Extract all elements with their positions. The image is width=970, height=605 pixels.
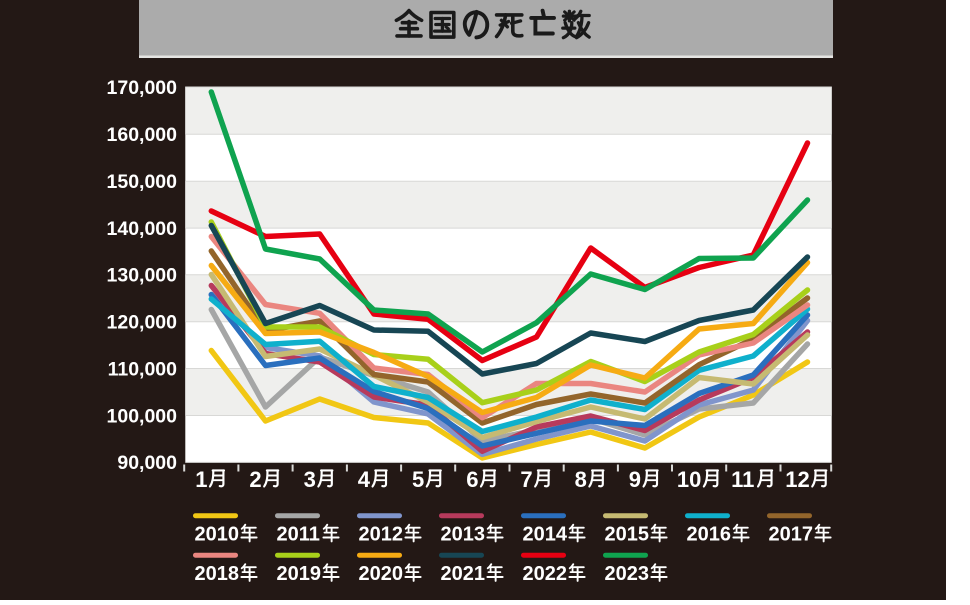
svg-text:1: 1 xyxy=(195,467,207,492)
svg-text:2016: 2016 xyxy=(687,524,732,546)
svg-text:170,000: 170,000 xyxy=(107,77,178,99)
svg-text:2: 2 xyxy=(249,467,261,492)
svg-text:4: 4 xyxy=(358,467,371,492)
svg-text:110,000: 110,000 xyxy=(108,358,178,380)
svg-text:2012: 2012 xyxy=(359,524,404,546)
svg-text:2020: 2020 xyxy=(359,563,404,585)
svg-text:6: 6 xyxy=(466,467,478,492)
svg-text:8: 8 xyxy=(575,467,587,492)
svg-text:2018: 2018 xyxy=(195,563,240,585)
svg-text:9: 9 xyxy=(629,467,641,492)
svg-text:150,000: 150,000 xyxy=(107,171,178,193)
svg-text:5: 5 xyxy=(412,467,424,492)
svg-text:2014: 2014 xyxy=(523,524,568,546)
svg-text:100,000: 100,000 xyxy=(107,405,178,427)
svg-text:2015: 2015 xyxy=(605,524,650,546)
svg-text:2010: 2010 xyxy=(195,524,240,546)
svg-text:2019: 2019 xyxy=(277,563,322,585)
svg-text:120,000: 120,000 xyxy=(107,312,178,334)
svg-text:2022: 2022 xyxy=(523,563,568,585)
svg-text:2017: 2017 xyxy=(769,524,814,546)
svg-text:2023: 2023 xyxy=(605,563,650,585)
svg-text:3: 3 xyxy=(304,467,316,492)
svg-text:12: 12 xyxy=(785,467,809,492)
svg-text:130,000: 130,000 xyxy=(107,265,178,287)
svg-text:140,000: 140,000 xyxy=(107,218,178,240)
svg-text:2013: 2013 xyxy=(441,524,486,546)
svg-text:90,000: 90,000 xyxy=(117,452,177,474)
svg-text:11: 11 xyxy=(731,467,754,492)
svg-text:2021: 2021 xyxy=(441,563,486,585)
svg-text:7: 7 xyxy=(520,467,532,492)
svg-text:10: 10 xyxy=(677,467,701,492)
svg-text:2011: 2011 xyxy=(277,524,320,546)
svg-text:160,000: 160,000 xyxy=(107,124,178,146)
